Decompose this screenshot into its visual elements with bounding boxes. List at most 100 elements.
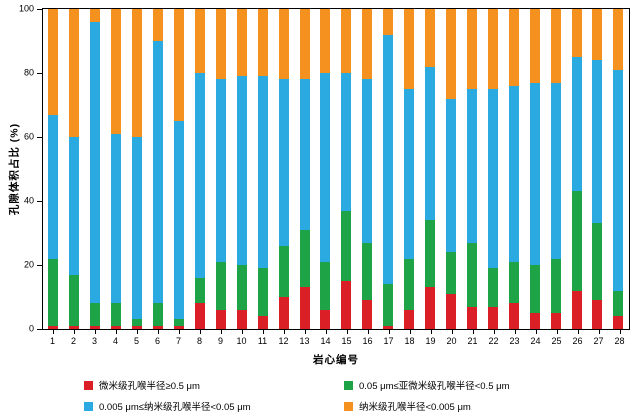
bar-segment [592,60,603,224]
x-axis-tick-label: 17 [378,330,399,346]
bar-segment [341,73,352,211]
x-axis-tick [178,330,180,334]
legend-label: 0.005 μm≤纳米级孔喉半径<0.05 μm [99,402,251,413]
bar-stack [362,9,373,329]
x-axis-title: 岩心编号 [313,354,359,366]
bar-segment [236,76,247,266]
bar-stack [341,9,352,329]
bar-stack [320,9,331,329]
x-axis-tick-label: 18 [399,330,420,346]
bar-stack [508,9,519,329]
bar-segment [445,252,456,294]
x-axis-tick-label: 14 [315,330,336,346]
bar-stack [153,9,164,329]
bar-segment [550,313,561,329]
x-axis-tick-label: 22 [483,330,504,346]
bar-slot [148,9,169,329]
bar-segment [445,293,456,329]
x-axis-tick [304,330,306,334]
bar-stack [132,9,143,329]
bar-segment [215,309,226,329]
legend-label: 纳米级孔喉半径<0.005 μm [359,402,471,413]
bar-slot [85,9,106,329]
bar-segment [508,85,519,262]
x-axis-tick-label: 1 [42,330,63,346]
x-axis-tick [94,330,96,334]
bar-segment [341,9,352,74]
x-axis-tick-label: 28 [609,330,630,346]
bar-segment [132,325,143,329]
bar-segment [48,325,59,329]
bar-slot [608,9,629,329]
x-axis-tick-label: 5 [126,330,147,346]
bar-segment [320,9,331,74]
bar-segment [613,9,624,70]
bar-segment [550,82,561,259]
bar-slot [587,9,608,329]
bar-segment [445,9,456,99]
x-axis-tick [388,330,390,334]
x-axis-tick-label: 8 [189,330,210,346]
bar-segment [487,89,498,269]
bar-stack [236,9,247,329]
bar-segment [48,114,59,259]
bar-segment [529,265,540,313]
x-axis-tick [514,330,516,334]
bar-segment [48,9,59,115]
x-axis-tick-label: 20 [441,330,462,346]
bar-segment [69,325,80,329]
bar-slot [106,9,127,329]
bar-slot [461,9,482,329]
bar-stack [69,9,80,329]
bar-stack [111,9,122,329]
bar-segment [194,9,205,74]
bar-stack [90,9,101,329]
x-axis-tick-labels: 1 2 3 4 5 6 7 8 9 10 11 12 13 14 15 16 17 18 19 20 21 22 23 24 2… [42,330,630,346]
bar-slot [252,9,273,329]
x-axis-tick [619,330,621,334]
x-axis-tick-label: 23 [504,330,525,346]
bar-stack [425,9,436,329]
bar-slot [482,9,503,329]
bar-segment [529,313,540,329]
bar-slot [378,9,399,329]
bar-segment [529,9,540,83]
bar-segment [153,9,164,42]
x-axis-tick [451,330,453,334]
legend-label: 微米级孔喉半径≥0.5 μm [99,381,200,392]
bar-segment [173,319,184,326]
bar-stack [550,9,561,329]
x-axis-tick [199,330,201,334]
x-axis-tick-label: 4 [105,330,126,346]
x-axis-tick [472,330,474,334]
x-axis-tick-label: 25 [546,330,567,346]
bar-segment [132,137,143,320]
bar-segment [341,210,352,281]
bar-segment [362,242,373,301]
bar-segment [571,290,582,329]
bar-stack [571,9,582,329]
x-axis-tick-label: 6 [147,330,168,346]
bar-stack [592,9,603,329]
legend-swatch [84,380,93,390]
bar-segment [132,9,143,138]
bar-segment [194,303,205,329]
x-axis-tick-label: 10 [231,330,252,346]
bar-stack [445,9,456,329]
bar-segment [236,309,247,329]
x-axis-tick-label: 7 [168,330,189,346]
bar-segment [132,319,143,326]
legend: 微米级孔喉半径≥0.5 μm 0.05 μm≤亚微米级孔喉半径<0.5 μm 0.0… [84,378,510,413]
bar-segment [111,9,122,134]
bar-stack [215,9,226,329]
bar-segment [215,79,226,262]
bar-stack [278,9,289,329]
bar-stack [383,9,394,329]
x-axis-tick-label: 16 [357,330,378,346]
bar-slot [336,9,357,329]
bar-segment [194,73,205,278]
x-axis-tick [73,330,75,334]
bar-segment [425,220,436,288]
bar-segment [404,9,415,90]
